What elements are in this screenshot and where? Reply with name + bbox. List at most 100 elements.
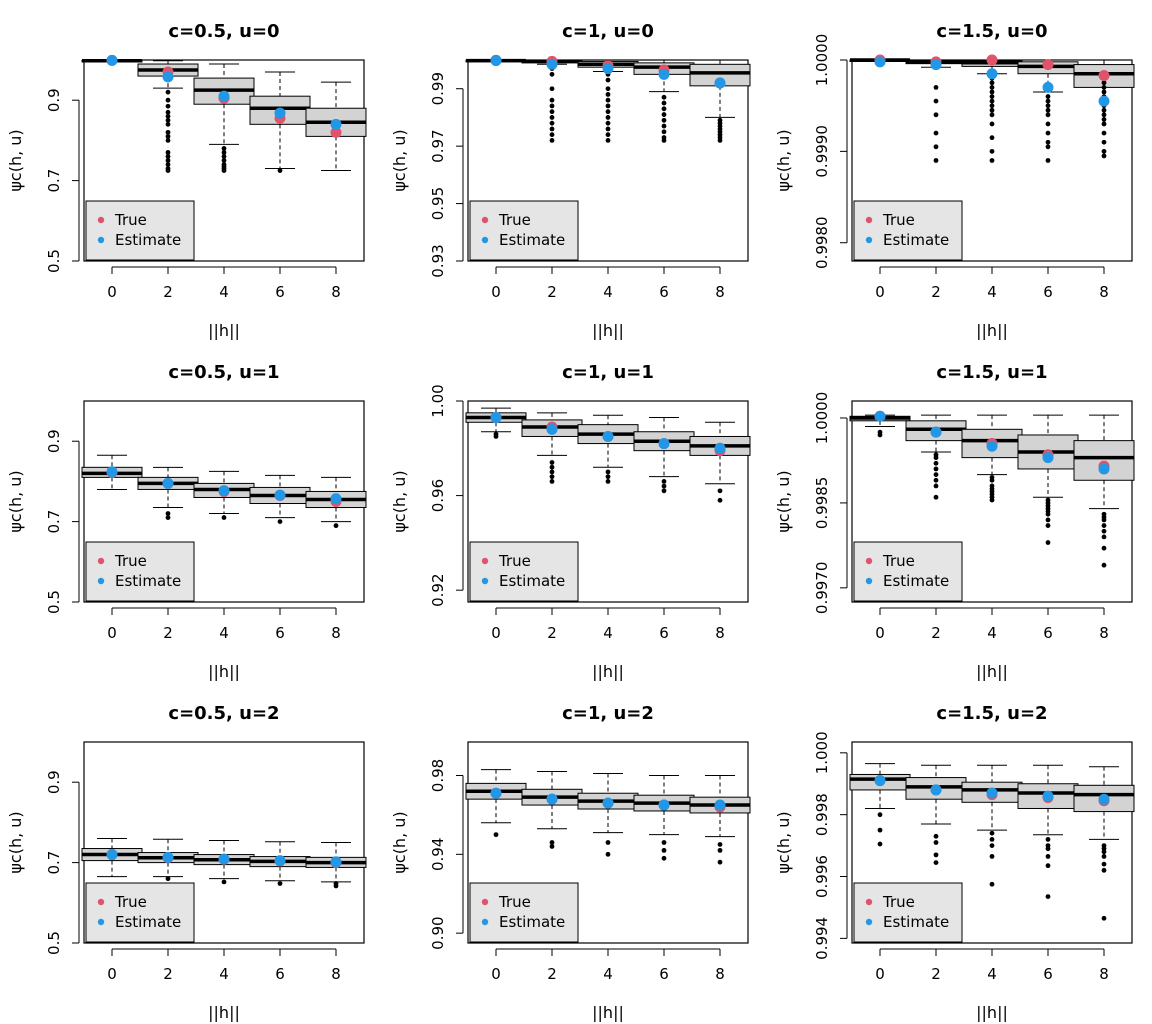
estimate-point — [218, 485, 230, 497]
outlier-point — [877, 812, 883, 818]
outlier-point — [1101, 545, 1107, 551]
y-axis: 0.9980 0.9990 1.0000 — [813, 34, 848, 269]
y-tick-label: 0.9990 — [813, 125, 831, 178]
outlier-point — [933, 158, 939, 163]
outlier-point — [221, 150, 227, 155]
y-tick-label: 0.92 — [429, 573, 447, 606]
x-tick-label: 8 — [715, 965, 725, 983]
y-tick-label: 0.9 — [45, 88, 63, 112]
outlier-point — [549, 844, 555, 849]
outlier-point — [165, 113, 171, 119]
legend: True Estimate — [469, 541, 579, 602]
true-point — [1098, 70, 1110, 82]
box-2 — [905, 59, 967, 163]
x-tick-label: 0 — [107, 283, 117, 301]
outlier-point — [165, 121, 171, 127]
outlier-point — [989, 94, 995, 99]
outlier-point — [661, 117, 667, 123]
y-axis: 0.93 0.95 0.97 0.99 — [429, 72, 464, 278]
x-tick-label: 8 — [331, 965, 341, 983]
box-8 — [1073, 414, 1135, 568]
outlier-point — [605, 97, 611, 103]
outlier-point — [165, 158, 171, 163]
panel-5: c=1, u=1 0.92 0.96 1.00 ψc(h, u) 0 2 4 6 8 ||h|| Tr… — [390, 362, 751, 681]
legend-label: True — [114, 893, 147, 911]
outlier-point — [549, 138, 555, 143]
x-axis: 0 2 4 6 8 — [107, 266, 341, 301]
y-tick-label: 0.9970 — [813, 562, 831, 615]
estimate-point — [490, 787, 502, 799]
outlier-point — [549, 474, 555, 480]
outlier-point — [605, 474, 611, 480]
y-axis-label: ψc(h, u) — [6, 470, 25, 532]
estimate-point — [874, 56, 886, 68]
x-axis: 0 2 4 6 8 — [491, 607, 725, 642]
legend: True Estimate — [469, 200, 579, 261]
outlier-point — [277, 519, 283, 524]
panel-title: c=1.5, u=1 — [936, 362, 1047, 383]
outlier-point — [221, 154, 227, 159]
estimate-point — [330, 856, 342, 868]
x-axis-label: ||h|| — [976, 1003, 1008, 1022]
outlier-point — [165, 89, 171, 95]
x-axis: 0 2 4 6 8 — [875, 948, 1109, 983]
legend-marker-estimate — [481, 236, 489, 244]
outlier-point — [605, 138, 611, 143]
y-tick-label: 0.99 — [429, 72, 447, 105]
outlier-point — [1045, 103, 1051, 109]
x-tick-label: 4 — [603, 624, 613, 642]
estimate-point — [602, 430, 614, 442]
y-tick-label: 0.5 — [45, 931, 63, 955]
x-tick-label: 6 — [1043, 283, 1053, 301]
outlier-point — [661, 129, 667, 135]
outlier-point — [1045, 94, 1051, 99]
outlier-point — [1101, 517, 1107, 523]
legend-label: Estimate — [499, 913, 565, 931]
x-tick-label: 2 — [163, 624, 173, 642]
outlier-point — [933, 98, 939, 104]
outlier-point — [1101, 112, 1107, 118]
y-tick-label: 0.998 — [813, 793, 831, 836]
outlier-point — [989, 80, 995, 86]
y-tick-label: 0.9985 — [813, 477, 831, 530]
legend-label: True — [882, 552, 915, 570]
outlier-point — [605, 840, 611, 845]
y-tick-label: 0.98 — [429, 759, 447, 792]
legend-label: Estimate — [499, 572, 565, 590]
outlier-point — [933, 455, 939, 461]
outlier-point — [661, 479, 667, 484]
estimate-point — [162, 477, 174, 489]
box-8 — [1073, 766, 1135, 921]
x-axis-label: ||h|| — [976, 662, 1008, 681]
outlier-point — [989, 85, 995, 90]
estimate-point — [714, 799, 726, 811]
outlier-point — [1045, 863, 1051, 869]
x-tick-label: 0 — [491, 283, 501, 301]
estimate-point — [930, 784, 942, 796]
outlier-point — [661, 840, 667, 845]
estimate-point — [106, 849, 118, 861]
y-axis-label: ψc(h, u) — [774, 129, 793, 191]
outlier-point — [549, 464, 555, 470]
outlier-point — [933, 460, 939, 466]
y-axis: 0.92 0.96 1.00 — [429, 384, 464, 607]
estimate-point — [714, 77, 726, 89]
outlier-point — [1101, 562, 1107, 568]
legend-label: Estimate — [115, 572, 181, 590]
legend-box — [469, 200, 579, 261]
y-tick-label: 1.0000 — [813, 392, 831, 445]
outlier-point — [933, 840, 939, 845]
x-axis-label: ||h|| — [208, 662, 240, 681]
outlier-point — [933, 852, 939, 858]
x-tick-label: 6 — [1043, 965, 1053, 983]
x-tick-label: 4 — [987, 283, 997, 301]
outlier-point — [1101, 89, 1107, 95]
series-estimate — [490, 55, 726, 89]
x-tick-label: 4 — [603, 283, 613, 301]
box-2 — [905, 764, 967, 865]
y-tick-label: 0.9 — [45, 770, 63, 794]
plot-frame — [83, 59, 365, 262]
outlier-point — [1045, 107, 1051, 113]
legend-label: True — [114, 552, 147, 570]
outlier-point — [717, 497, 723, 503]
